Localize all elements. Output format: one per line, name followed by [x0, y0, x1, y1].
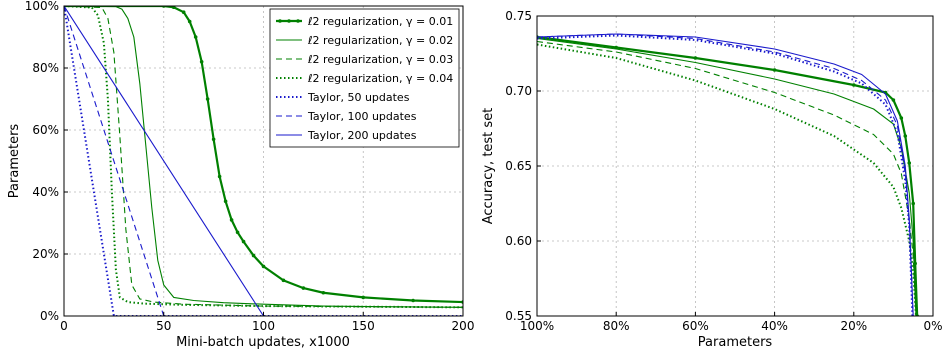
- left-y-tick-label: 0%: [40, 309, 59, 323]
- right-series-point: [911, 201, 915, 206]
- right-chart-series: [537, 33, 919, 316]
- right-y-tick-label: 0.70: [505, 84, 532, 98]
- left-y-tick-label: 80%: [32, 61, 59, 75]
- left-series-point: [217, 174, 222, 179]
- legend-entry-1: ℓ2 regularization, γ = 0.01: [307, 15, 453, 28]
- left-series-point: [321, 290, 326, 295]
- legend-entry-3: ℓ2 regularization, γ = 0.03: [307, 53, 453, 66]
- left-series-line-5: [64, 6, 463, 316]
- right-x-tick-label: 100%: [520, 319, 554, 333]
- left-series-point: [251, 253, 256, 258]
- left-series-point: [229, 218, 234, 222]
- right-series-line-4: [537, 43, 917, 316]
- left-series-line-2: [64, 6, 463, 308]
- left-y-tick-label: 20%: [32, 247, 59, 261]
- legend-swatch-marker: [287, 19, 291, 23]
- left-x-tick-label: 50: [156, 319, 171, 333]
- left-series-point: [181, 10, 186, 14]
- right-x-axis-label: Parameters: [698, 335, 773, 350]
- right-x-tick-label: 20%: [840, 319, 867, 333]
- legend: ℓ2 regularization, γ = 0.01 ℓ2 regulariza…: [269, 8, 460, 148]
- left-series-point: [411, 298, 415, 303]
- left-series-point: [205, 97, 210, 101]
- right-series-point: [772, 68, 777, 72]
- right-series-point: [903, 134, 908, 138]
- left-series-point: [193, 35, 198, 39]
- right-x-tick-label: 0%: [923, 319, 942, 333]
- legend-entry-5: Taylor, 50 updates: [307, 91, 410, 104]
- left-chart-series: [64, 6, 463, 316]
- left-series-line-7: [64, 6, 463, 316]
- right-y-tick-label: 0.75: [505, 9, 532, 23]
- legend-swatch-marker: [278, 19, 282, 23]
- left-x-tick-label: 0: [60, 319, 68, 333]
- legend-swatch-marker: [296, 19, 300, 23]
- left-y-tick-label: 60%: [32, 123, 59, 137]
- left-series-point: [281, 278, 286, 283]
- left-series-point: [261, 264, 266, 269]
- right-series-point: [852, 83, 856, 87]
- left-series-line-3: [64, 6, 463, 308]
- left-y-tick-label: 40%: [32, 185, 59, 199]
- right-y-tick-label: 0.60: [505, 234, 532, 248]
- left-series-point: [361, 295, 366, 300]
- left-series-point: [241, 239, 246, 244]
- right-x-tick-label: 60%: [682, 319, 709, 333]
- left-x-axis-label: Mini-batch updates, x1000: [176, 335, 350, 350]
- left-series-point: [199, 60, 204, 64]
- right-series-point: [693, 56, 698, 60]
- left-y-axis-label: Parameters: [7, 124, 22, 199]
- left-chart: 0 50 100 150 200 0% 20% 40% 60% 80% 100% Mini-bat…: [7, 0, 474, 350]
- left-series-point: [211, 137, 216, 142]
- left-series-point: [187, 19, 192, 24]
- left-y-tick-label: 100%: [25, 0, 59, 13]
- right-chart: 100% 80% 60% 40% 20% 0% 0.550.600.650.700.75 …: [481, 9, 943, 350]
- right-series-line-3: [537, 40, 917, 316]
- left-series-point: [223, 199, 228, 204]
- right-series-line-6: [537, 33, 914, 316]
- legend-entry-7: Taylor, 200 updates: [307, 129, 417, 142]
- left-series-line-4: [64, 6, 463, 309]
- right-x-tick-label: 80%: [603, 319, 630, 333]
- legend-entry-6: Taylor, 100 updates: [307, 110, 417, 123]
- right-series-point: [891, 98, 896, 102]
- right-series-point: [907, 161, 912, 165]
- right-y-axis-label: Accuracy, test set: [481, 108, 496, 225]
- left-x-tick-label: 200: [452, 319, 475, 333]
- right-series-line-2: [537, 37, 917, 316]
- left-x-tick-label: 150: [352, 319, 375, 333]
- left-series-point: [235, 230, 240, 235]
- right-y-tick-label: 0.55: [505, 309, 532, 323]
- left-series-line-1: [64, 6, 463, 304]
- left-series-point: [171, 6, 176, 10]
- right-y-tick-label: 0.65: [505, 159, 532, 173]
- left-x-tick-label: 100: [252, 319, 275, 333]
- legend-entry-2: ℓ2 regularization, γ = 0.02: [307, 34, 453, 47]
- right-series-point: [899, 116, 904, 120]
- right-x-tick-label: 40%: [761, 319, 788, 333]
- left-series-point: [301, 286, 306, 290]
- right-series-line-7: [537, 33, 914, 316]
- right-series-line-1: [537, 35, 919, 316]
- legend-entry-4: ℓ2 regularization, γ = 0.04: [307, 72, 453, 85]
